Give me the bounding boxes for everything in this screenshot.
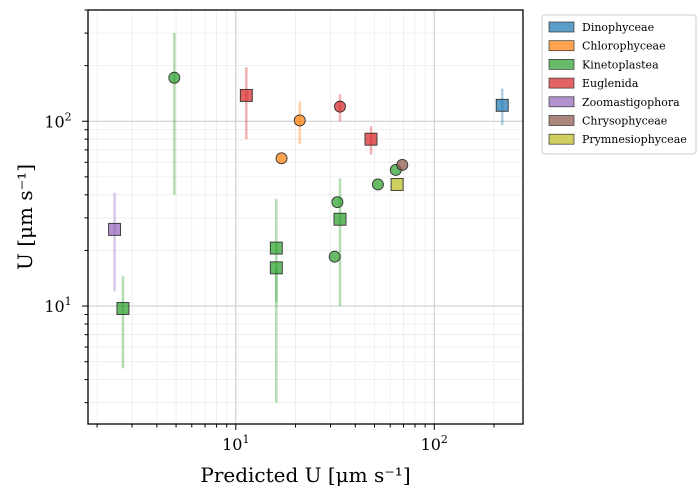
kinetoplastea-point <box>269 241 283 255</box>
legend-swatch <box>548 96 575 108</box>
euglenida-point <box>239 88 253 102</box>
zoomastigophora-point <box>108 222 122 236</box>
kinetoplastea-point <box>116 302 130 315</box>
y-axis-label: U [μm s⁻¹] <box>13 164 37 270</box>
kinetoplastea-point <box>168 71 181 84</box>
chlorophyceae-point <box>275 152 288 165</box>
x-axis-label: Predicted U [μm s⁻¹] <box>200 463 410 487</box>
legend-label: Chlorophyceae <box>582 40 666 53</box>
legend-label: Zoomastigophora <box>582 96 680 109</box>
y-tick-label: 102 <box>44 110 71 131</box>
legend-swatch <box>548 21 575 33</box>
dinophyceae-point <box>495 98 509 112</box>
minor-grid <box>88 9 523 424</box>
legend-label: Euglenida <box>582 77 639 90</box>
legend-swatch <box>548 133 575 145</box>
legend-label: Kinetoplastea <box>582 58 659 71</box>
plot-frame <box>87 9 524 425</box>
legend-swatch <box>548 115 575 126</box>
euglenida-point <box>364 132 378 146</box>
kinetoplastea-point <box>331 196 344 209</box>
chlorophyceae-point <box>293 114 306 127</box>
y-tick-label: 101 <box>44 295 71 316</box>
legend-swatch <box>548 77 575 89</box>
x-tick-label: 101 <box>222 433 249 454</box>
kinetoplastea-point <box>371 178 384 191</box>
kinetoplastea-point <box>269 261 283 275</box>
data-points <box>108 71 509 315</box>
legend-label: Chrysophyceae <box>582 115 667 128</box>
axis-ticks: 101 102 101 102 <box>44 9 495 454</box>
legend-swatch <box>548 40 575 52</box>
prymnesiophyceae-point <box>390 178 404 191</box>
legend-label: Prymnesiophyceae <box>582 133 687 146</box>
x-tick-label: 102 <box>421 433 448 454</box>
euglenida-point <box>334 100 346 113</box>
legend-box <box>541 14 697 155</box>
legend: Dinophyceae Chlorophyceae Kinetoplastea Eug… <box>541 14 697 155</box>
legend-swatch <box>548 59 575 70</box>
chrysophyceae-point <box>396 159 409 171</box>
legend-label: Dinophyceae <box>582 21 654 34</box>
kinetoplastea-point <box>328 250 341 263</box>
kinetoplastea-point <box>333 212 347 226</box>
